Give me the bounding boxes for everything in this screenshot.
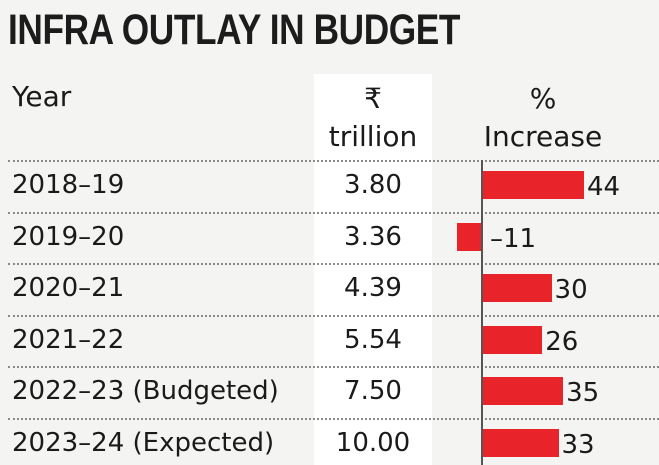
pct-bar — [456, 222, 482, 251]
pct-bar — [482, 428, 559, 457]
row-value: 3.80 — [344, 170, 402, 200]
row-separator — [8, 366, 659, 368]
header-percent-symbol: % — [529, 82, 557, 115]
pct-bar — [482, 171, 584, 199]
pct-bar-label: 33 — [561, 429, 595, 460]
chart-title: INFRA OUTLAY IN BUDGET — [8, 6, 460, 54]
row-separator — [8, 314, 659, 317]
header-percent-label: Increase — [483, 120, 603, 153]
row-year: 2023–24 (Expected) — [12, 427, 275, 458]
pct-bar-label: 26 — [545, 326, 579, 357]
pct-bar-label: 44 — [587, 172, 621, 202]
row-year: 2018–19 — [12, 170, 125, 200]
pct-bar-label: –11 — [490, 223, 537, 254]
row-value: 10.00 — [335, 427, 411, 458]
pct-bar — [482, 274, 552, 302]
row-value: 3.36 — [344, 221, 402, 252]
header-percent: % Increase — [468, 80, 618, 156]
header-value-unit: trillion — [328, 120, 418, 153]
pct-bar-label: 35 — [566, 378, 600, 408]
row-separator — [8, 160, 659, 162]
row-value: 5.54 — [344, 324, 402, 355]
row-year: 2020–21 — [12, 273, 125, 303]
row-year: 2019–20 — [12, 221, 125, 252]
row-separator — [8, 211, 659, 214]
row-year: 2022–23 (Budgeted) — [12, 376, 279, 406]
row-separator — [8, 263, 659, 265]
header-value: ₹ trillion — [314, 80, 432, 156]
value-column-highlight — [314, 74, 432, 465]
row-year: 2021–22 — [12, 324, 125, 355]
pct-bar — [482, 325, 543, 354]
pct-bar — [482, 377, 564, 405]
bar-zero-axis — [481, 160, 483, 465]
header-value-currency: ₹ — [364, 82, 382, 115]
row-value: 4.39 — [344, 273, 402, 303]
row-separator — [8, 417, 659, 420]
row-value: 7.50 — [344, 376, 402, 406]
header-year: Year — [12, 80, 72, 113]
pct-bar-label: 30 — [554, 275, 588, 305]
